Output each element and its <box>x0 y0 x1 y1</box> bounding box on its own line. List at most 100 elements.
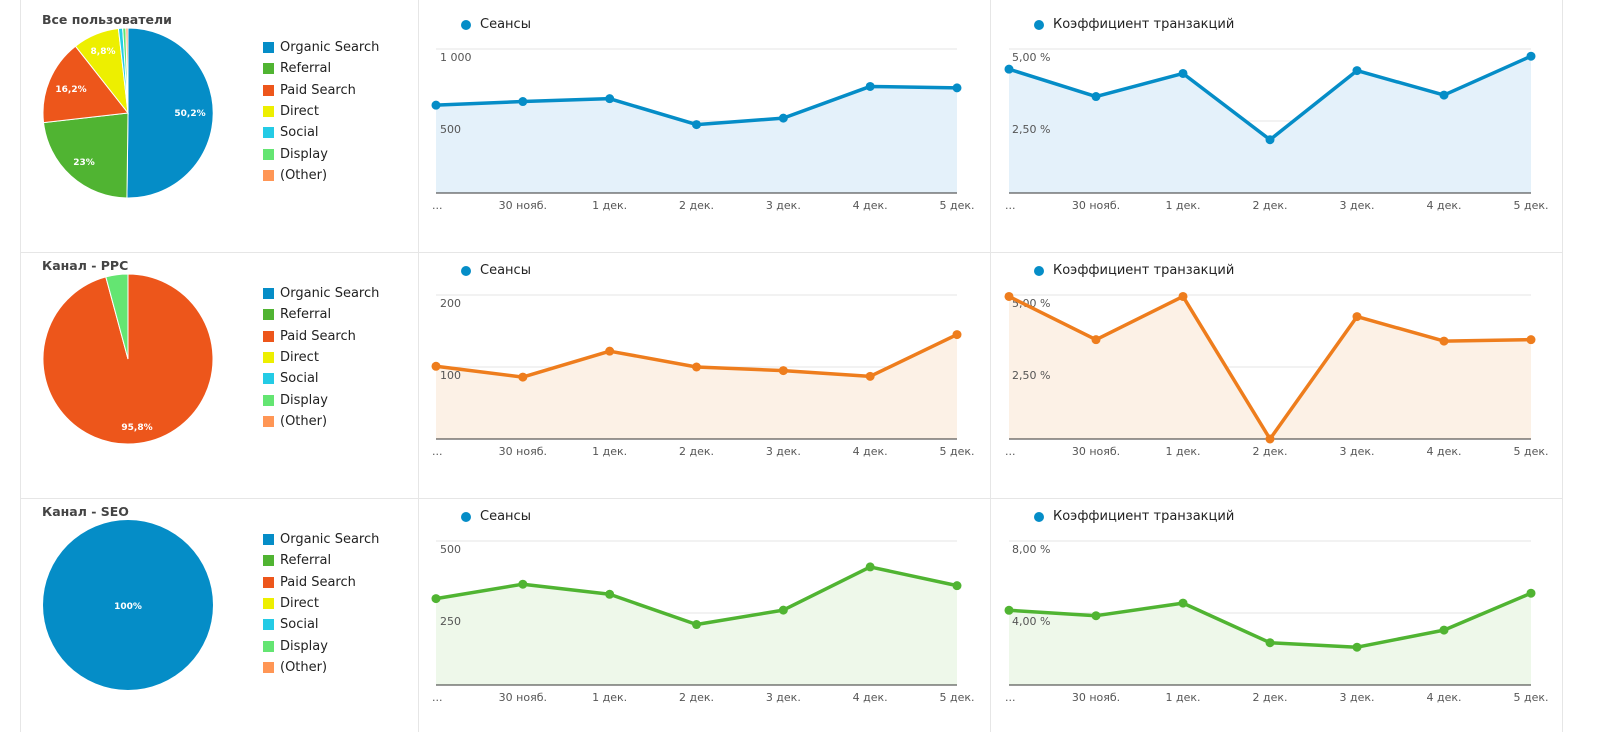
data-point <box>778 366 788 376</box>
data-point <box>865 81 875 91</box>
pie-data-label: 100% <box>114 602 142 612</box>
x-tick-label: 4 дек. <box>1426 199 1461 212</box>
x-tick-label: ... <box>1005 199 1016 212</box>
legend-item: Referral <box>263 307 331 322</box>
legend-item: Display <box>263 393 328 408</box>
legend-swatch <box>263 661 274 673</box>
metric-header[interactable]: Сеансы <box>461 17 531 32</box>
series-line <box>1007 591 1533 649</box>
y-tick-label: 8,00 % <box>1012 543 1050 556</box>
legend-swatch <box>263 148 274 160</box>
y-tick-label: 100 <box>440 369 461 382</box>
pie-data-label: 23% <box>73 158 95 168</box>
x-tick-label: 5 дек. <box>939 691 974 704</box>
series-area <box>1009 296 1531 439</box>
x-tick-label: 30 нояб. <box>1072 445 1120 458</box>
legend-swatch <box>263 640 274 652</box>
x-tick-label: 4 дек. <box>853 691 888 704</box>
data-point <box>1352 66 1362 76</box>
legend-item: (Other) <box>263 660 327 675</box>
series-area <box>436 334 957 439</box>
data-point <box>692 362 701 372</box>
legend-item: Organic Search <box>263 532 379 547</box>
row-divider <box>20 252 1563 253</box>
x-tick-label: 1 дек. <box>592 691 627 704</box>
legend-item: Paid Search <box>263 83 356 98</box>
metric-header[interactable]: Сеансы <box>461 263 531 278</box>
x-tick-label: 1 дек. <box>1165 199 1200 212</box>
x-tick-label: 2 дек. <box>1252 199 1287 212</box>
legend-label: (Other) <box>280 659 328 675</box>
pie-data-label: 95,8% <box>121 423 152 433</box>
segment-title: Все пользователи <box>42 12 172 27</box>
x-tick-label: 4 дек. <box>853 445 888 458</box>
legend-label: (Other) <box>280 413 328 429</box>
series-line <box>1007 294 1533 441</box>
data-point <box>1178 598 1188 608</box>
legend-label: Direct <box>280 103 319 119</box>
data-point <box>605 346 615 356</box>
series-area <box>1009 56 1531 194</box>
legend-swatch <box>263 415 274 427</box>
data-point <box>778 605 788 615</box>
legend-label: Social <box>280 371 319 387</box>
y-tick-label: 5,00 % <box>1012 51 1050 64</box>
metric-dot <box>1034 19 1044 30</box>
legend-label: Referral <box>280 307 332 323</box>
metric-header[interactable]: Коэффициент транзакций <box>1034 509 1234 524</box>
metric-dot <box>1034 265 1044 276</box>
metric-label: Сеансы <box>480 509 531 524</box>
data-point <box>1178 68 1188 78</box>
legend-swatch <box>263 351 274 363</box>
pie-slice <box>122 27 129 114</box>
legend-label: Display <box>280 392 328 408</box>
legend-label: Paid Search <box>280 574 356 590</box>
x-tick-label: 3 дек. <box>1339 445 1374 458</box>
legend-swatch <box>263 555 274 567</box>
pie-slice <box>126 27 214 199</box>
data-point <box>1526 51 1536 61</box>
data-point <box>518 372 528 382</box>
x-tick-label: 5 дек. <box>1513 445 1548 458</box>
data-point <box>1352 312 1362 322</box>
data-point <box>1439 336 1449 346</box>
x-tick-label: 30 нояб. <box>1072 691 1120 704</box>
x-tick-label: 1 дек. <box>1165 445 1200 458</box>
legend-label: Display <box>280 638 328 654</box>
segment-title: Канал - SEO <box>42 504 129 519</box>
segment-title: Канал - PPC <box>42 258 129 273</box>
pie-data-label: 8,8% <box>91 47 116 57</box>
legend-swatch <box>263 619 274 631</box>
x-tick-label: 1 дек. <box>592 445 627 458</box>
legend-item: Social <box>263 371 319 386</box>
x-tick-label: 2 дек. <box>679 199 714 212</box>
data-point <box>952 581 962 591</box>
data-point <box>865 562 875 572</box>
legend-swatch <box>263 576 274 588</box>
series-line <box>434 565 959 627</box>
column-divider <box>990 0 991 732</box>
data-point <box>518 579 528 589</box>
legend-swatch <box>263 394 274 406</box>
data-point <box>518 97 528 107</box>
y-tick-label: 500 <box>440 543 461 556</box>
legend-item: Direct <box>263 596 319 611</box>
x-tick-label: 2 дек. <box>679 691 714 704</box>
metric-header[interactable]: Коэффициент транзакций <box>1034 263 1234 278</box>
x-tick-label: 1 дек. <box>592 199 627 212</box>
legend-swatch <box>263 105 274 117</box>
legend-item: Paid Search <box>263 575 356 590</box>
x-tick-label: ... <box>432 445 443 458</box>
y-tick-label: 250 <box>440 615 461 628</box>
x-tick-label: 30 нояб. <box>499 445 547 458</box>
data-point <box>952 330 962 340</box>
legend-label: Social <box>280 125 319 141</box>
x-tick-label: 2 дек. <box>1252 691 1287 704</box>
panel-border-left <box>20 0 21 732</box>
metric-header[interactable]: Коэффициент транзакций <box>1034 17 1234 32</box>
x-tick-label: 30 нояб. <box>499 691 547 704</box>
metric-header[interactable]: Сеансы <box>461 509 531 524</box>
data-point <box>431 361 441 371</box>
legend-label: Referral <box>280 61 332 77</box>
